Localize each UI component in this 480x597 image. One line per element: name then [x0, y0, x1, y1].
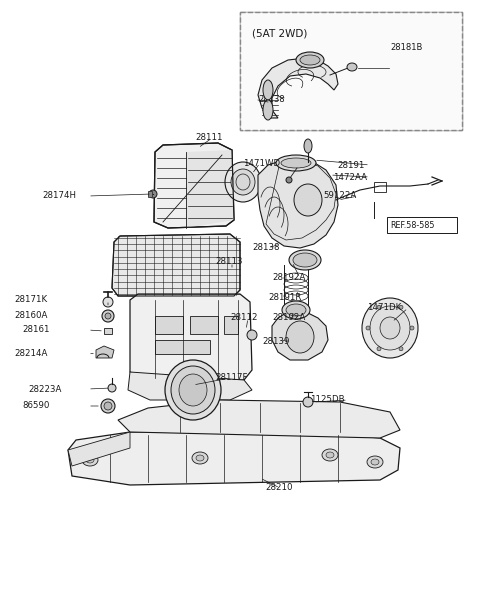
Ellipse shape — [276, 155, 316, 171]
Text: 28223A: 28223A — [28, 384, 61, 393]
Bar — [190, 316, 218, 334]
Ellipse shape — [286, 177, 292, 183]
Ellipse shape — [300, 55, 320, 65]
Ellipse shape — [303, 397, 313, 407]
Ellipse shape — [289, 250, 321, 270]
Polygon shape — [148, 191, 152, 197]
Ellipse shape — [231, 169, 255, 195]
Ellipse shape — [263, 100, 273, 120]
Ellipse shape — [102, 310, 114, 322]
Ellipse shape — [82, 454, 98, 466]
Polygon shape — [154, 143, 234, 228]
Ellipse shape — [367, 456, 383, 468]
Text: 28191R: 28191R — [268, 294, 301, 303]
Ellipse shape — [296, 52, 324, 68]
Text: 1125DB: 1125DB — [310, 395, 345, 405]
Text: (5AT 2WD): (5AT 2WD) — [252, 28, 307, 38]
Bar — [155, 340, 210, 354]
Polygon shape — [128, 372, 252, 400]
Ellipse shape — [108, 384, 116, 392]
Ellipse shape — [322, 449, 338, 461]
Ellipse shape — [326, 452, 334, 458]
Ellipse shape — [263, 80, 273, 100]
FancyBboxPatch shape — [387, 217, 457, 233]
Ellipse shape — [101, 399, 115, 413]
Ellipse shape — [247, 330, 257, 340]
Ellipse shape — [304, 139, 312, 153]
Ellipse shape — [380, 317, 400, 339]
Text: 28112: 28112 — [230, 313, 257, 322]
Text: 59122A: 59122A — [323, 192, 356, 201]
Ellipse shape — [149, 190, 157, 198]
Bar — [155, 316, 183, 334]
Polygon shape — [112, 234, 240, 296]
Text: 28117F: 28117F — [215, 374, 248, 383]
Ellipse shape — [86, 457, 94, 463]
Ellipse shape — [165, 360, 221, 420]
Text: REF.58-585: REF.58-585 — [390, 220, 434, 229]
Text: 1471DK: 1471DK — [367, 303, 401, 312]
Ellipse shape — [281, 158, 311, 168]
Ellipse shape — [377, 347, 381, 351]
Text: 1471WD: 1471WD — [243, 158, 280, 168]
Text: 28139: 28139 — [262, 337, 289, 346]
Ellipse shape — [377, 305, 381, 309]
Bar — [240, 12, 462, 130]
Text: 28113: 28113 — [215, 257, 242, 266]
Polygon shape — [96, 346, 114, 358]
Ellipse shape — [293, 253, 317, 267]
Text: 28210: 28210 — [265, 484, 292, 493]
Polygon shape — [258, 58, 338, 118]
Polygon shape — [130, 294, 252, 380]
Ellipse shape — [105, 313, 111, 319]
Ellipse shape — [286, 304, 306, 316]
Bar — [240, 12, 462, 130]
Text: 28138: 28138 — [258, 96, 285, 104]
Ellipse shape — [399, 347, 403, 351]
Text: 1472AA: 1472AA — [333, 173, 367, 181]
Text: 28174H: 28174H — [42, 192, 76, 201]
Ellipse shape — [399, 305, 403, 309]
Bar — [224, 316, 238, 334]
Ellipse shape — [366, 326, 370, 330]
Ellipse shape — [294, 184, 322, 216]
Polygon shape — [68, 432, 400, 485]
Text: 28161: 28161 — [22, 325, 49, 334]
Ellipse shape — [104, 402, 112, 410]
Polygon shape — [68, 432, 130, 466]
Text: 28171K: 28171K — [14, 296, 47, 304]
Ellipse shape — [103, 297, 113, 307]
Text: 28214A: 28214A — [14, 349, 48, 359]
Ellipse shape — [286, 321, 314, 353]
Text: 28160A: 28160A — [14, 310, 48, 319]
Ellipse shape — [196, 455, 204, 461]
Polygon shape — [104, 328, 112, 334]
Ellipse shape — [282, 301, 310, 319]
Polygon shape — [118, 400, 400, 438]
Text: 28181B: 28181B — [390, 44, 422, 53]
Text: 28191: 28191 — [337, 161, 364, 170]
Polygon shape — [272, 313, 328, 360]
Ellipse shape — [371, 459, 379, 465]
Ellipse shape — [225, 162, 261, 202]
Ellipse shape — [370, 306, 410, 350]
Ellipse shape — [179, 374, 207, 406]
Text: 28192A: 28192A — [272, 273, 305, 282]
Text: 28111: 28111 — [195, 134, 223, 143]
Ellipse shape — [347, 63, 357, 71]
Ellipse shape — [192, 452, 208, 464]
Ellipse shape — [410, 326, 414, 330]
Polygon shape — [186, 150, 234, 228]
Text: 28138: 28138 — [252, 244, 279, 253]
Ellipse shape — [362, 298, 418, 358]
Polygon shape — [258, 158, 338, 248]
Text: 28192A: 28192A — [272, 313, 305, 322]
Ellipse shape — [171, 366, 215, 414]
Text: 86590: 86590 — [22, 402, 49, 411]
